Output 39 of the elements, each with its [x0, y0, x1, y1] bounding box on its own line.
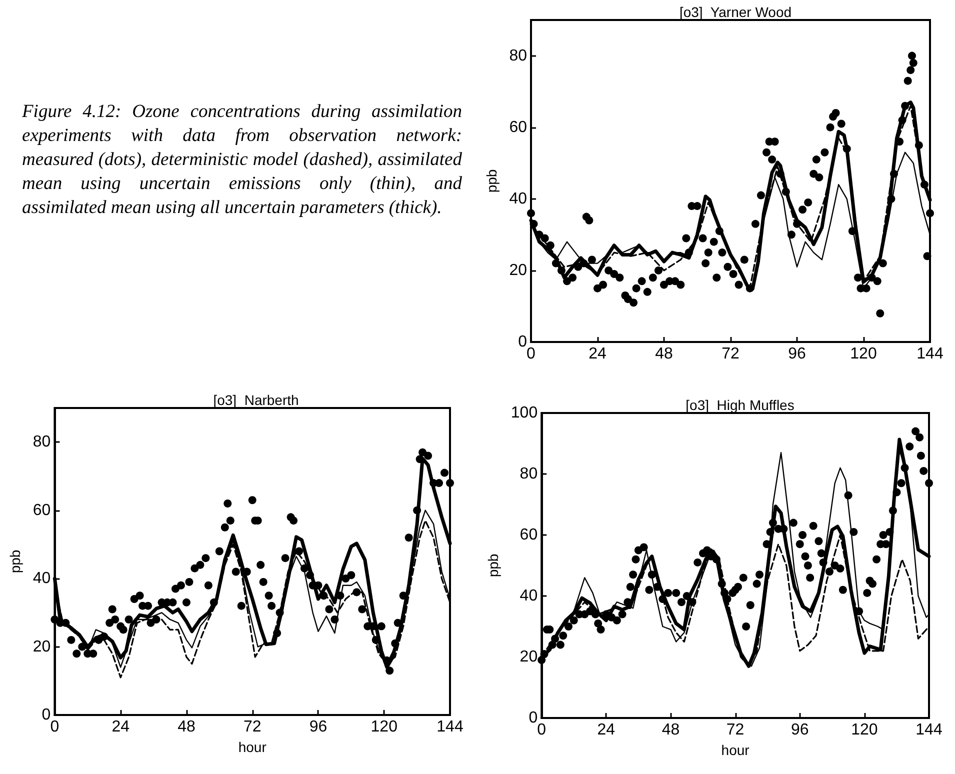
x-tick-label: 72: [243, 718, 262, 736]
x-axis-title: hour: [721, 742, 750, 758]
x-tick-label: 24: [112, 718, 130, 736]
y-tick-label: 40: [509, 190, 528, 208]
y-tick-label: 40: [32, 570, 51, 588]
x-tick-label: 96: [309, 718, 328, 736]
x-tick-label: 96: [788, 346, 806, 362]
y-tick-label: 60: [32, 502, 51, 519]
x-tick-label: 144: [436, 718, 464, 736]
y-axis-title: ppb: [7, 550, 23, 574]
x-tick-label: 96: [790, 722, 809, 738]
y-tick-label: 0: [42, 706, 51, 724]
x-tick-label: 72: [726, 722, 744, 738]
caption: Figure 4.12: Ozone concentrations during assimilation experiments with data from observation network: measured (dots), deterministic model (dashed), assimilated mean using uncertain emissions only (thin), and assimilated mean using all uncertain parameters (thick).: [22, 101, 462, 220]
x-tick-label: 24: [588, 346, 606, 362]
x-tick-label: 120: [370, 718, 398, 736]
y-tick-label: 80: [509, 47, 528, 64]
x-tick-label: 120: [851, 722, 878, 738]
x-tick-label: 144: [916, 346, 944, 362]
x-axis-title: hour: [238, 738, 267, 755]
y-tick-label: 100: [510, 404, 538, 422]
y-axis-title: ppb: [485, 554, 501, 578]
x-tick-label: 48: [662, 722, 680, 738]
x-tick-label: 72: [722, 346, 740, 362]
y-tick-label: 20: [509, 262, 528, 279]
y-tick-label: 80: [32, 434, 51, 451]
y-tick-label: 0: [518, 334, 528, 350]
x-tick-label: 48: [655, 346, 673, 362]
x-tick-label: 120: [850, 346, 877, 362]
y-axis-title: ppb: [483, 169, 500, 193]
y-tick-label: 60: [509, 118, 528, 136]
x-tick-label: 48: [178, 718, 196, 736]
x-tick-label: 24: [597, 722, 616, 738]
y-tick-label: 40: [520, 588, 538, 604]
y-tick-label: 20: [520, 648, 538, 666]
y-tick-label: 20: [32, 638, 51, 656]
y-tick-label: 80: [520, 466, 538, 482]
y-tick-label: 60: [520, 526, 538, 544]
x-tick-label: 144: [916, 722, 942, 738]
